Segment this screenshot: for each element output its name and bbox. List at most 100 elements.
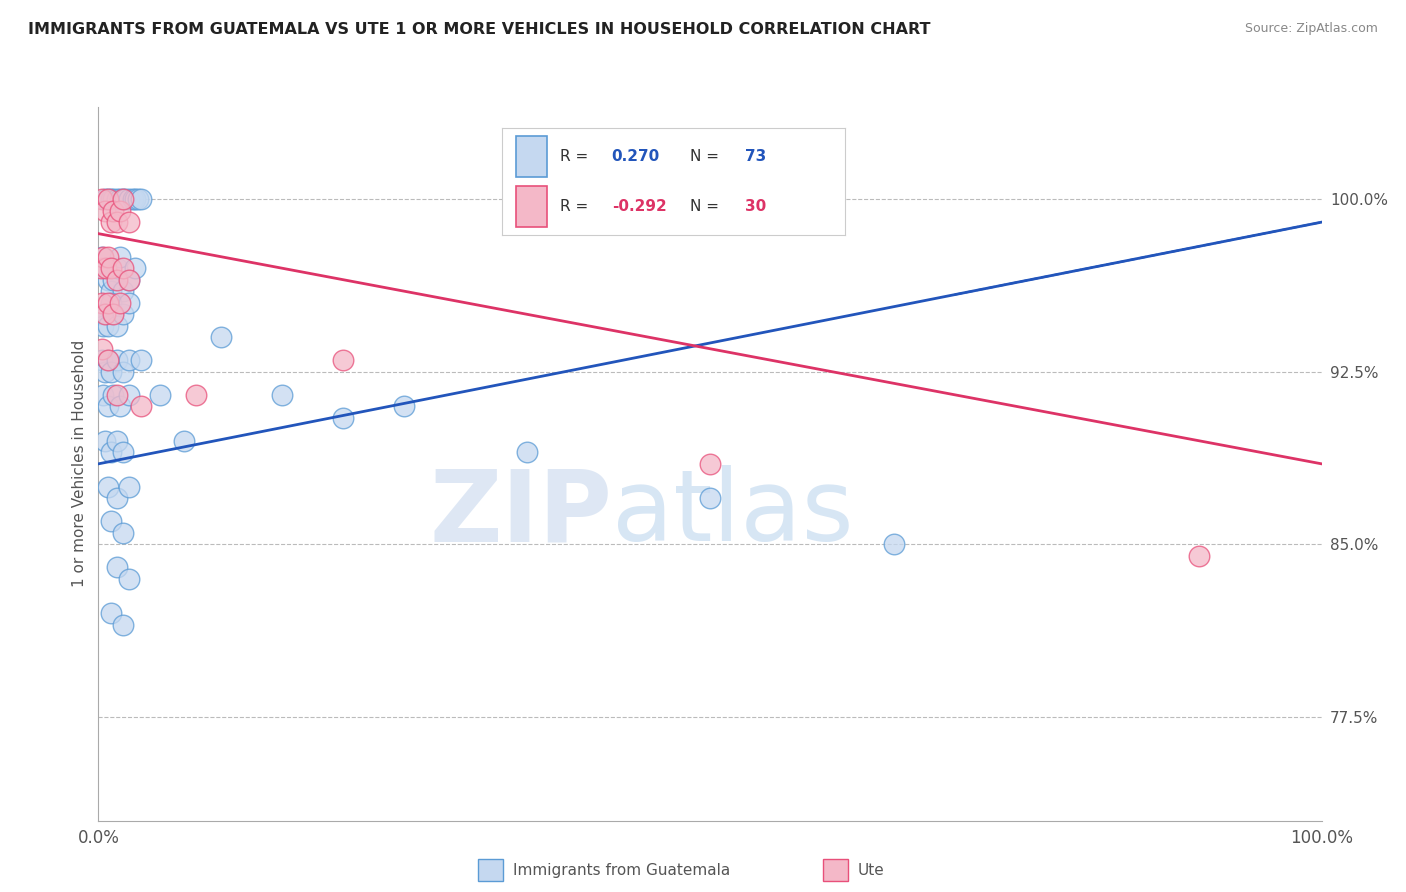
Point xyxy=(392,399,416,413)
Point xyxy=(332,410,354,425)
Point xyxy=(91,342,114,356)
Point xyxy=(111,445,134,459)
Point xyxy=(101,192,124,206)
Point xyxy=(118,295,141,310)
Point xyxy=(118,353,141,368)
Point xyxy=(101,307,124,321)
Text: atlas: atlas xyxy=(612,466,853,562)
Point xyxy=(1188,549,1211,563)
Text: ZIP: ZIP xyxy=(429,466,612,562)
Point xyxy=(124,261,146,276)
Point xyxy=(100,284,122,298)
Point xyxy=(173,434,195,448)
Point xyxy=(332,353,354,368)
Point xyxy=(105,192,128,206)
Point xyxy=(100,192,122,206)
Point xyxy=(111,618,134,632)
Point xyxy=(93,261,115,276)
Point xyxy=(105,388,128,402)
Point xyxy=(97,399,120,413)
Point xyxy=(209,330,232,344)
Point xyxy=(91,388,114,402)
Point xyxy=(93,365,115,379)
Point xyxy=(111,192,134,206)
Point xyxy=(91,353,114,368)
Point xyxy=(129,192,152,206)
Point xyxy=(186,388,208,402)
Point xyxy=(97,353,120,368)
Point xyxy=(110,250,132,264)
Point xyxy=(91,318,114,333)
Point xyxy=(93,434,115,448)
Point xyxy=(105,434,128,448)
Point xyxy=(124,192,146,206)
Text: Source: ZipAtlas.com: Source: ZipAtlas.com xyxy=(1244,22,1378,36)
Point xyxy=(100,607,122,621)
Point xyxy=(93,203,115,218)
Point xyxy=(100,215,122,229)
Point xyxy=(101,273,124,287)
Point xyxy=(121,192,143,206)
Point xyxy=(110,192,132,206)
Point xyxy=(111,307,134,321)
Text: IMMIGRANTS FROM GUATEMALA VS UTE 1 OR MORE VEHICLES IN HOUSEHOLD CORRELATION CHA: IMMIGRANTS FROM GUATEMALA VS UTE 1 OR MO… xyxy=(28,22,931,37)
Point xyxy=(101,388,124,402)
Point xyxy=(105,353,128,368)
Point xyxy=(111,284,134,298)
Point xyxy=(111,525,134,540)
Point xyxy=(100,261,122,276)
Point xyxy=(111,365,134,379)
Text: Immigrants from Guatemala: Immigrants from Guatemala xyxy=(513,863,731,878)
Point xyxy=(110,203,132,218)
Point xyxy=(105,560,128,574)
Text: Ute: Ute xyxy=(858,863,884,878)
Point xyxy=(97,192,120,206)
Point xyxy=(91,250,114,264)
Point xyxy=(110,295,132,310)
Point xyxy=(699,491,721,506)
Point xyxy=(105,318,128,333)
Point xyxy=(129,353,152,368)
Point xyxy=(110,399,132,413)
Point xyxy=(97,192,120,206)
Point xyxy=(91,295,114,310)
Point xyxy=(270,388,294,402)
Point xyxy=(127,192,149,206)
Point xyxy=(118,273,141,287)
Point xyxy=(883,537,905,551)
Point xyxy=(114,192,136,206)
Point xyxy=(105,491,128,506)
Point xyxy=(118,273,141,287)
Point xyxy=(149,388,172,402)
Point xyxy=(516,445,538,459)
Point xyxy=(129,399,152,413)
Point xyxy=(97,295,120,310)
Point xyxy=(105,261,128,276)
Point xyxy=(94,307,117,321)
Point xyxy=(90,261,112,276)
Y-axis label: 1 or more Vehicles in Household: 1 or more Vehicles in Household xyxy=(72,340,87,588)
Point xyxy=(118,215,141,229)
Point xyxy=(97,480,120,494)
Point xyxy=(111,192,134,206)
Point xyxy=(94,261,117,276)
Point xyxy=(105,215,128,229)
Point xyxy=(118,572,141,586)
Point xyxy=(118,192,141,206)
Point xyxy=(100,515,122,529)
Point xyxy=(93,307,115,321)
Point xyxy=(105,273,128,287)
Point xyxy=(100,365,122,379)
Point xyxy=(101,203,124,218)
Point xyxy=(97,250,120,264)
Point xyxy=(118,480,141,494)
Point xyxy=(100,295,122,310)
Point xyxy=(91,192,114,206)
Point xyxy=(100,445,122,459)
Point xyxy=(101,307,124,321)
Point xyxy=(97,318,120,333)
Point xyxy=(97,273,120,287)
Point xyxy=(97,353,120,368)
Point xyxy=(118,388,141,402)
Point xyxy=(93,192,115,206)
